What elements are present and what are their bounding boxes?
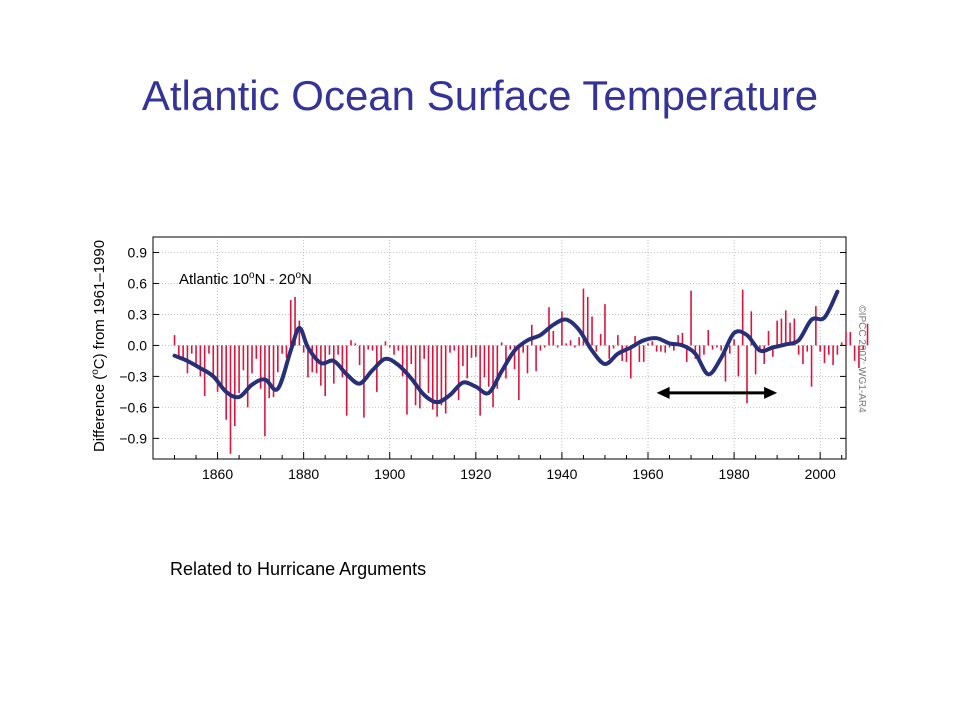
x-tick-label: 1960	[632, 466, 663, 482]
temperature-chart: 0.9 0.6 0.3 0.0 −0.3 −0.6 −0.9 1860 1880 1900 192…	[90, 236, 869, 482]
slide-title: Atlantic Ocean Surface Temperature	[141, 72, 819, 119]
annotation-arrow	[656, 386, 778, 399]
x-tick-label: 2000	[805, 466, 836, 482]
y-tick-label: 0.9	[128, 244, 148, 260]
y-tick-label: 0.0	[128, 337, 148, 353]
smoothed-line	[172, 289, 840, 405]
y-tick-label: −0.3	[119, 368, 147, 384]
y-tick-label: 0.6	[128, 275, 148, 291]
x-axis: 1860 1880 1900 1920 1940 1960 1980 2000	[174, 452, 843, 482]
x-tick-label: 1920	[460, 466, 491, 482]
smoothed-curve	[172, 289, 840, 405]
y-tick-label: −0.6	[119, 399, 147, 415]
panel-label: Atlantic 10oN - 20oN	[179, 270, 312, 288]
y-axis: 0.9 0.6 0.3 0.0 −0.3 −0.6 −0.9	[119, 244, 846, 446]
caption: Related to Hurricane Arguments	[170, 559, 427, 579]
y-tick-label: −0.9	[119, 430, 147, 446]
y-axis-label: Difference (oC) from 1961–1990	[90, 240, 108, 452]
y-tick-label: 0.3	[128, 306, 148, 322]
copyright-label: ©IPCC 2007: WG1-AR4	[856, 305, 867, 413]
arrow-head-left	[656, 386, 670, 399]
arrow-head-right	[764, 386, 778, 399]
x-tick-label: 1880	[288, 466, 319, 482]
x-tick-label: 1860	[202, 466, 233, 482]
x-tick-label: 1980	[719, 466, 750, 482]
x-tick-label: 1900	[374, 466, 405, 482]
x-tick-label: 1940	[546, 466, 577, 482]
